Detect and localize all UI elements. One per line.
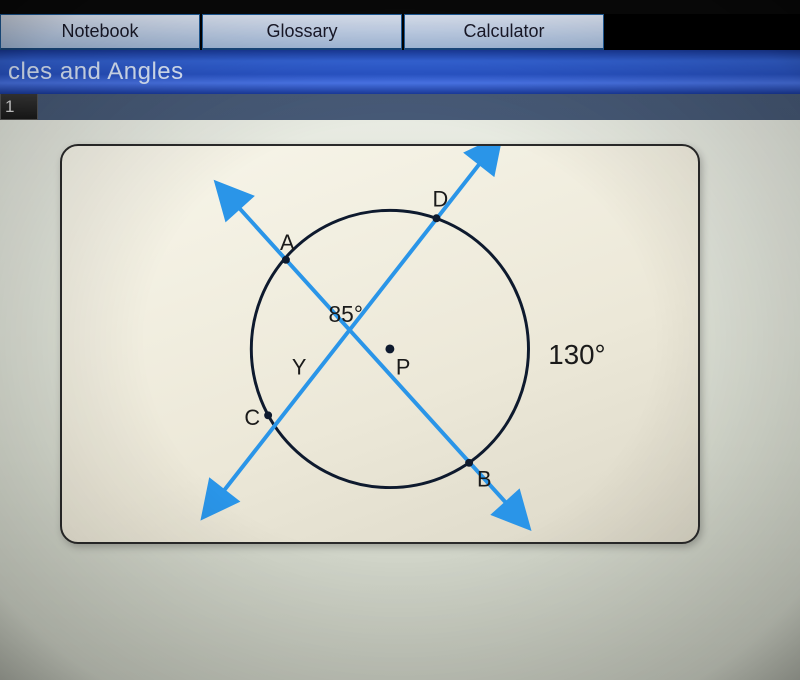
step-tab-1-label: 1 <box>5 97 14 117</box>
window-top-edge <box>0 0 800 14</box>
tab-glossary-label: Glossary <box>266 21 337 42</box>
point-a <box>282 256 290 264</box>
point-c <box>264 411 272 419</box>
geometry-diagram: A B C D P Y 85° 130° <box>62 146 698 542</box>
label-a: A <box>280 230 295 255</box>
tab-spacer <box>606 14 800 50</box>
arc-130-label: 130° <box>548 339 605 370</box>
label-c: C <box>244 405 260 430</box>
content-area: A B C D P Y 85° 130° <box>0 120 800 680</box>
lesson-title-text: cles and Angles <box>8 58 184 86</box>
tab-notebook[interactable]: Notebook <box>0 14 200 50</box>
tab-glossary[interactable]: Glossary <box>202 14 402 50</box>
lesson-title-banner: cles and Angles <box>0 50 800 94</box>
point-b <box>465 459 473 467</box>
subtab-row: 1 <box>0 94 800 120</box>
label-y: Y <box>292 355 307 380</box>
angle-85-label: 85° <box>329 301 363 327</box>
tab-calculator[interactable]: Calculator <box>404 14 604 50</box>
tab-calculator-label: Calculator <box>463 21 544 42</box>
label-p: P <box>396 355 411 380</box>
label-d: D <box>432 186 448 211</box>
chord-cd <box>208 146 496 511</box>
tab-row: Notebook Glossary Calculator <box>0 14 800 50</box>
step-tab-1[interactable]: 1 <box>0 94 38 120</box>
diagram-frame: A B C D P Y 85° 130° <box>60 144 700 544</box>
label-b: B <box>477 467 492 492</box>
tab-notebook-label: Notebook <box>61 21 138 42</box>
point-p-center <box>385 344 394 353</box>
point-d <box>432 214 440 222</box>
